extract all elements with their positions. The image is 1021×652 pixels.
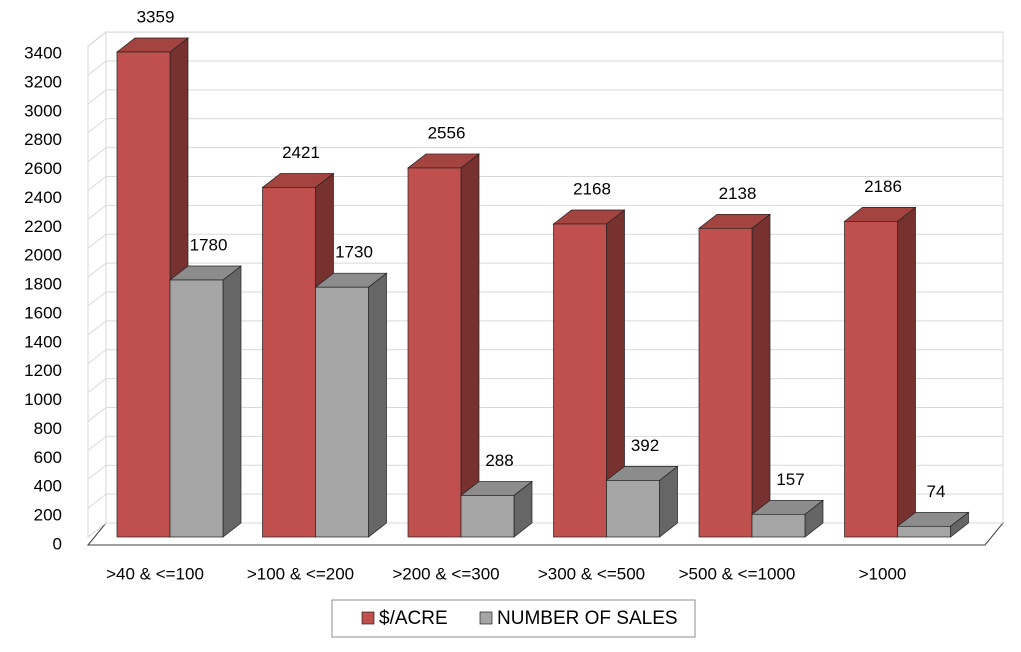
data-label: 2186: [864, 177, 902, 196]
bar-front: [553, 223, 607, 538]
grid-line: [87, 147, 1003, 162]
x-tick-label: >500 & <=1000: [679, 564, 796, 583]
data-label: 3359: [137, 7, 175, 26]
data-label: 2556: [428, 123, 466, 142]
y-tick-label: 1200: [24, 361, 62, 380]
y-tick-label: 400: [34, 477, 62, 496]
y-tick-label: 2600: [24, 159, 62, 178]
y-tick-label: 0: [53, 534, 62, 553]
legend-label: $/ACRE: [379, 608, 448, 629]
data-label: 392: [631, 436, 659, 455]
bar-front: [315, 286, 369, 538]
y-tick-label: 3200: [24, 72, 62, 91]
x-tick-label: >1000: [859, 564, 907, 583]
legend: $/ACRE NUMBER OF SALES: [331, 599, 696, 638]
grid-line: [87, 60, 1003, 76]
y-tick-label: 2800: [24, 130, 62, 149]
legend-box: [331, 599, 696, 638]
bar: [843, 206, 917, 538]
y-tick-label: 3000: [24, 101, 62, 120]
data-label: 2168: [573, 179, 611, 198]
y-tick-label: 200: [34, 506, 62, 525]
bar-front: [169, 279, 224, 538]
bar: [406, 153, 481, 538]
bar: [750, 499, 825, 538]
bar-side: [460, 153, 480, 538]
labels: 3359 1780 >40 & <=100 2421 1730 >100 & <=200 2…: [106, 7, 945, 583]
side-wall: [87, 31, 107, 539]
bar-side: [751, 213, 771, 538]
bar-side: [897, 206, 916, 538]
bar-front: [606, 480, 660, 538]
x-tick-label: >200 & <=300: [392, 564, 499, 583]
data-label: 74: [927, 482, 946, 501]
y-tick-label: 1400: [24, 332, 62, 351]
x-tick-label: >40 & <=100: [106, 564, 204, 583]
grid-line: [87, 204, 1003, 220]
bar: [605, 465, 679, 538]
y-tick-label: 2000: [24, 246, 62, 265]
x-tick-label: >100 & <=200: [247, 564, 354, 583]
bar: [896, 511, 970, 538]
y-tick-label: 1000: [24, 390, 62, 409]
bar-front: [116, 51, 171, 538]
bar-front: [698, 227, 753, 538]
legend-swatch: [361, 611, 375, 625]
legend-label: NUMBER OF SALES: [497, 608, 678, 629]
y-axis: 0 200 400 600 800 1000 1200 1400 1600 1800 2000 220…: [24, 44, 62, 554]
y-tick-label: 3400: [24, 44, 62, 63]
bar-front: [407, 167, 462, 538]
x-tick-label: >300 & <=500: [538, 564, 645, 583]
data-label: 288: [485, 451, 513, 470]
bar: [168, 265, 243, 538]
bar: [314, 272, 388, 538]
grid-line: [87, 89, 1003, 105]
bar-side: [368, 272, 387, 538]
bar: [459, 480, 534, 538]
bar: [552, 209, 626, 538]
y-tick-label: 1800: [24, 275, 62, 294]
y-tick-label: 2400: [24, 188, 62, 207]
y-tick-label: 800: [34, 419, 62, 438]
y-tick-label: 2200: [24, 217, 62, 236]
y-tick-label: 600: [34, 448, 62, 467]
bar: [697, 213, 772, 538]
bar-front: [897, 525, 951, 538]
legend-swatch: [479, 611, 493, 625]
grid-line: [87, 31, 1003, 47]
bar-front: [751, 513, 806, 538]
bars: [115, 37, 970, 538]
bar-front: [844, 221, 898, 538]
grid-line: [87, 175, 1003, 191]
data-label: 2421: [282, 143, 320, 162]
grid-line: [87, 118, 1003, 134]
data-label: 157: [776, 470, 804, 489]
data-label: 1730: [335, 243, 373, 262]
bar-front: [460, 495, 515, 538]
bar-side: [222, 265, 242, 538]
data-label: 1780: [190, 235, 228, 254]
bar-front: [262, 187, 316, 538]
data-label: 2138: [719, 184, 757, 203]
y-tick-label: 1600: [24, 303, 62, 322]
